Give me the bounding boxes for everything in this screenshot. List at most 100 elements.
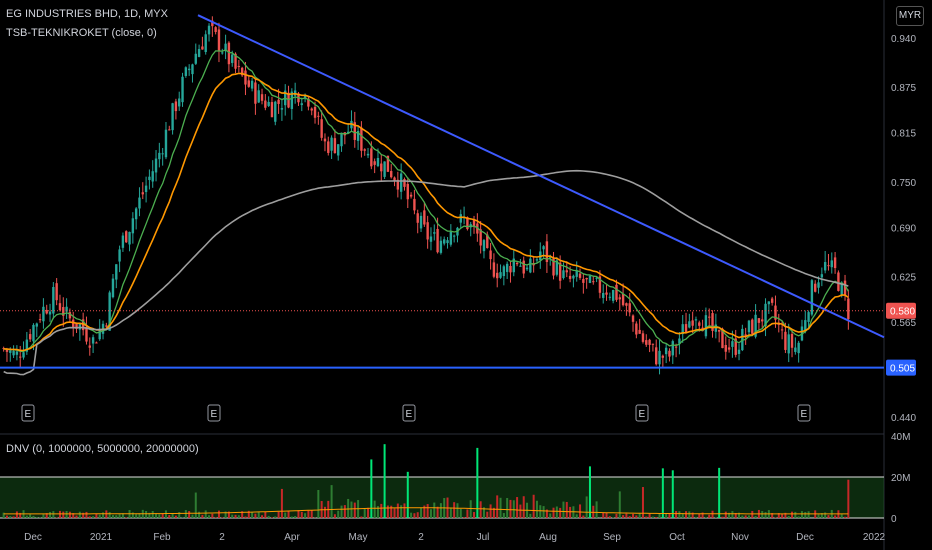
- candle-body: [386, 155, 390, 172]
- candle-body: [423, 210, 426, 225]
- volume-bar: [155, 513, 158, 518]
- volume-bar: [535, 500, 538, 518]
- volume-bar: [469, 500, 472, 518]
- volume-bar: [68, 511, 71, 518]
- volume-bar: [824, 512, 827, 518]
- candle-body: [356, 131, 360, 141]
- candle-body: [320, 119, 323, 138]
- y-tick-label: 0.875: [891, 83, 916, 94]
- candle-body: [12, 350, 15, 356]
- volume-bar: [300, 511, 303, 518]
- volume-bar: [174, 515, 177, 518]
- candle-body: [611, 290, 615, 301]
- candle-body: [2, 347, 5, 349]
- trendline: [197, 14, 885, 339]
- volume-bar: [820, 512, 823, 518]
- candle-body: [151, 171, 154, 182]
- candle-body: [542, 246, 545, 250]
- candle-body: [15, 351, 19, 355]
- volume-bar: [635, 515, 638, 518]
- volume-bar: [453, 502, 456, 518]
- volume-bar: [274, 516, 277, 518]
- volume-bar: [532, 494, 535, 518]
- volume-bar: [479, 501, 482, 518]
- candle-body: [436, 228, 439, 253]
- candle-body: [250, 80, 254, 89]
- candle-body: [737, 349, 741, 354]
- candle-body: [234, 53, 237, 69]
- volume-bar: [350, 501, 353, 518]
- volume-bar: [456, 503, 459, 518]
- candle-body: [370, 148, 373, 167]
- volume-bar: [569, 506, 572, 518]
- volume-bar: [575, 514, 578, 518]
- candle-body: [797, 342, 800, 354]
- volume-bar: [234, 514, 237, 518]
- y-tick-label: 0.940: [891, 34, 916, 45]
- volume-bar: [406, 471, 409, 518]
- candle-body: [184, 67, 188, 76]
- volume-bar: [426, 504, 429, 518]
- volume-bar: [138, 513, 141, 518]
- volume-bar: [2, 512, 5, 518]
- volume-axis-label: 40M: [891, 432, 910, 443]
- volume-bar: [622, 515, 625, 518]
- candle-body: [187, 68, 191, 71]
- candle-body: [847, 298, 850, 320]
- volume-bar: [208, 515, 211, 518]
- candle-body: [820, 274, 824, 278]
- candle-body: [307, 98, 310, 107]
- candle-body: [174, 101, 178, 112]
- candle-body: [346, 131, 350, 134]
- candle-body: [684, 324, 688, 333]
- volume-bar: [9, 516, 12, 518]
- earnings-marker: [402, 404, 416, 422]
- volume-bar: [227, 511, 230, 518]
- candle-body: [522, 260, 525, 274]
- volume-bar: [171, 513, 174, 518]
- x-tick-label: Sep: [603, 532, 621, 543]
- x-tick-label: 2022: [863, 532, 886, 543]
- candle-body: [38, 319, 42, 321]
- candle-body: [698, 322, 701, 326]
- volume-bar: [19, 512, 22, 518]
- volume-bar: [834, 515, 837, 518]
- candle-body: [767, 301, 771, 305]
- volume-bar: [747, 515, 750, 518]
- candle-body: [91, 337, 95, 344]
- candle-body: [731, 341, 734, 347]
- volume-bar: [168, 514, 171, 518]
- candle-body: [254, 82, 257, 104]
- volume-bar: [244, 516, 247, 518]
- earnings-marker: [635, 404, 649, 422]
- candle-body: [65, 306, 68, 312]
- volume-bar: [509, 499, 512, 518]
- candle-body: [754, 314, 757, 337]
- volume-bar: [297, 510, 300, 518]
- candle-body: [724, 344, 727, 352]
- volume-bar: [429, 509, 432, 518]
- candle-body: [366, 153, 370, 156]
- volume-bar: [655, 517, 658, 518]
- candle-body: [817, 282, 820, 288]
- volume-bar: [751, 510, 754, 518]
- volume-bar: [638, 513, 641, 518]
- volume-bar: [562, 501, 565, 518]
- volume-bar: [731, 511, 734, 518]
- candle-body: [810, 280, 814, 315]
- candle-body: [267, 101, 270, 106]
- candle-body: [721, 328, 724, 349]
- volume-bar: [380, 503, 383, 518]
- x-tick-label: 2: [418, 532, 424, 543]
- candle-body: [300, 103, 303, 106]
- currency-button[interactable]: MYR: [896, 6, 924, 26]
- candle-body: [592, 281, 595, 283]
- candle-body: [95, 342, 98, 344]
- volume-bar: [496, 495, 499, 518]
- volume-bar: [565, 501, 568, 518]
- candle-body: [741, 328, 744, 351]
- candle-body: [714, 324, 718, 332]
- volume-bar: [88, 516, 91, 518]
- candle-body: [691, 320, 694, 326]
